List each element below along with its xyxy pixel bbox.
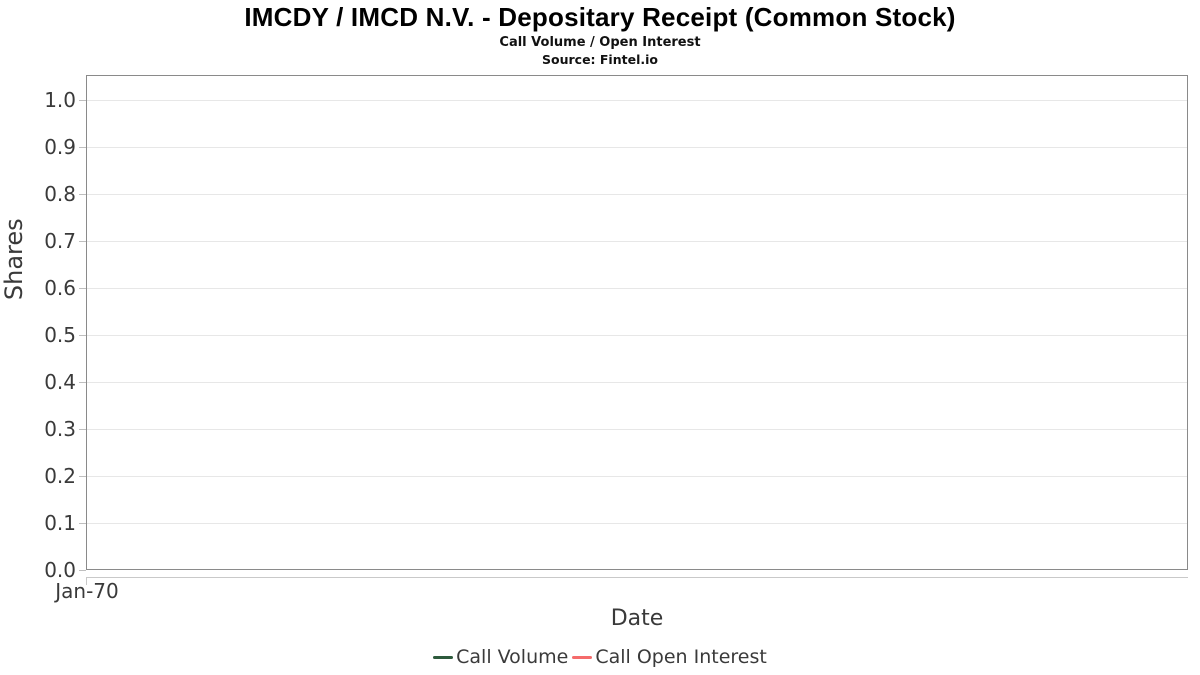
y-axis-tick-label: 0.3 (44, 417, 76, 441)
legend-label-call-volume: Call Volume (456, 646, 569, 668)
gridline (87, 194, 1187, 195)
y-axis-tick-label: 0.4 (44, 370, 76, 394)
y-axis-tick-mark (79, 570, 86, 571)
plot-area (86, 75, 1188, 570)
y-axis-tick-mark (79, 523, 86, 524)
y-axis-tick-mark (79, 241, 86, 242)
gridline (87, 335, 1187, 336)
legend-label-call-open-interest: Call Open Interest (595, 646, 767, 668)
gridline (87, 476, 1187, 477)
y-axis-tick-mark (79, 335, 86, 336)
y-axis-tick-mark (79, 288, 86, 289)
x-axis-line (86, 577, 1188, 578)
gridline (87, 288, 1187, 289)
call-open-interest-line-swatch-icon (572, 655, 593, 659)
y-axis-tick-mark (79, 476, 86, 477)
y-axis-tick-label: 1.0 (44, 88, 76, 112)
chart-subtitle: Call Volume / Open Interest (499, 35, 701, 50)
gridline (87, 241, 1187, 242)
gridline (87, 429, 1187, 430)
x-axis-title: Date (610, 606, 664, 631)
y-axis-tick-mark (79, 429, 86, 430)
y-axis-tick-label: 0.7 (44, 229, 76, 253)
y-axis-tick-label: 0.1 (44, 511, 76, 535)
gridline (87, 382, 1187, 383)
y-axis-tick-mark (79, 382, 86, 383)
y-axis-tick-label: 0.8 (44, 182, 76, 206)
y-axis-tick-label: 0.6 (44, 276, 76, 300)
y-axis-tick-label: 0.2 (44, 464, 76, 488)
y-axis-tick-label: 0.9 (44, 135, 76, 159)
y-axis-tick-label: 0.0 (44, 558, 76, 582)
x-axis-tick-label: Jan-70 (55, 579, 119, 603)
chart-source: Source: Fintel.io (542, 52, 658, 67)
x-axis-tick-mark (86, 577, 87, 585)
gridline (87, 523, 1187, 524)
y-axis-tick-mark (79, 147, 86, 148)
legend-item-call-volume[interactable]: Call Volume (433, 646, 568, 668)
legend-item-call-open-interest[interactable]: Call Open Interest (572, 646, 767, 668)
y-axis-tick-label: 0.5 (44, 323, 76, 347)
y-axis-tick-mark (79, 100, 86, 101)
gridline (87, 147, 1187, 148)
y-axis-tick-mark (79, 194, 86, 195)
legend: Call Volume Call Open Interest (0, 646, 1200, 668)
chart-title: IMCDY / IMCD N.V. - Depositary Receipt (… (244, 2, 956, 32)
gridline (87, 100, 1187, 101)
call-volume-line-swatch-icon (433, 655, 454, 659)
